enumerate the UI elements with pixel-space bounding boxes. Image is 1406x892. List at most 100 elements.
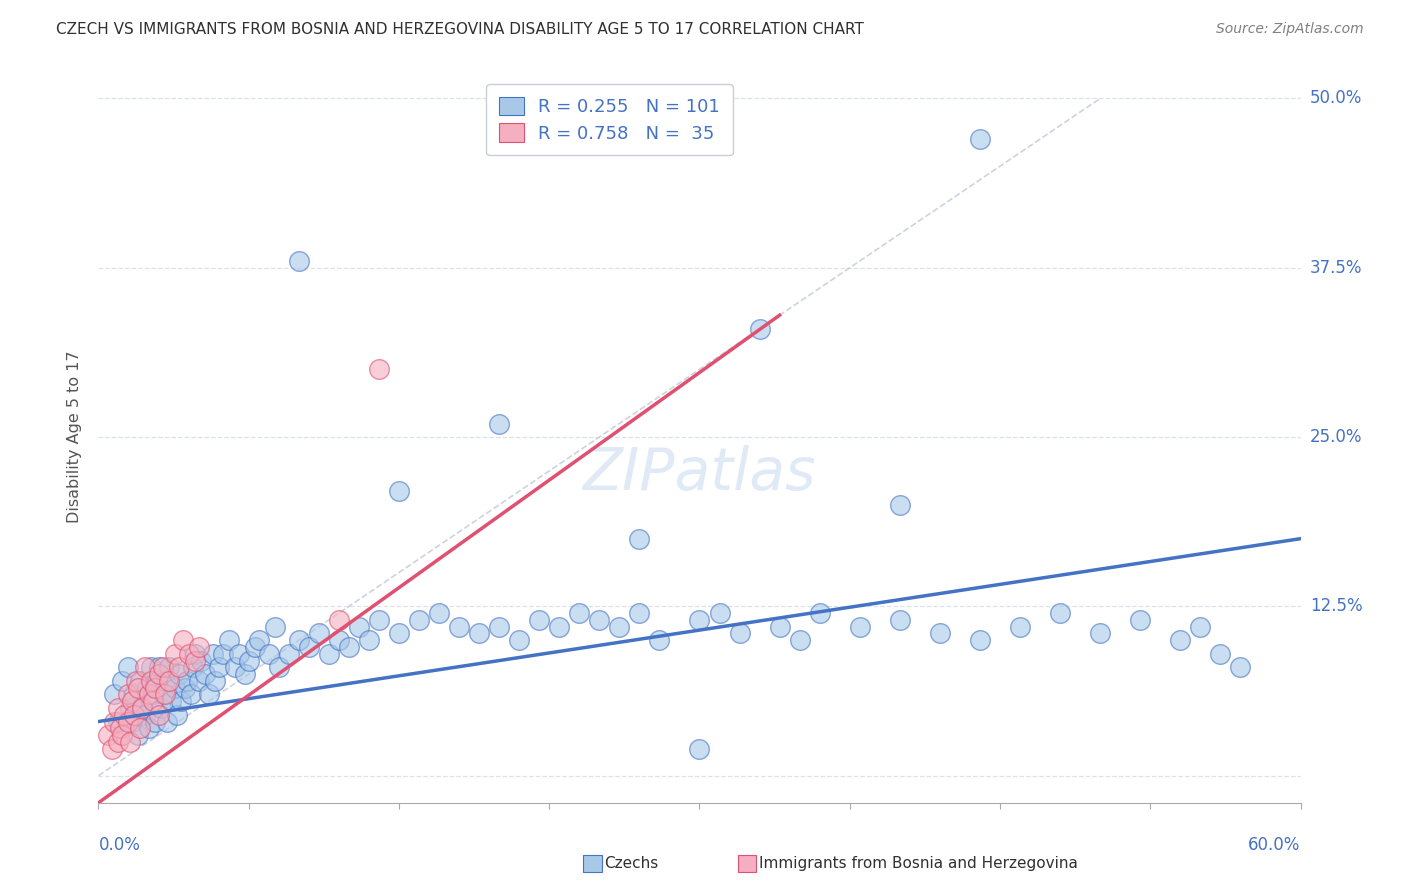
Point (228, 647, 250, 661)
Point (103, 714, 125, 729)
Point (233, 667, 256, 681)
Point (129, 673, 152, 688)
Point (157, 673, 180, 688)
Text: Immigrants from Bosnia and Herzegovina: Immigrants from Bosnia and Herzegovina (759, 856, 1078, 871)
Point (111, 673, 134, 688)
Point (288, 633, 311, 648)
Point (889, 498, 911, 512)
Point (247, 633, 270, 648)
Point (183, 647, 205, 661)
Point (427, 606, 450, 620)
Point (128, 681, 150, 695)
Point (648, 633, 671, 648)
Text: Source: ZipAtlas.com: Source: ZipAtlas.com (1216, 22, 1364, 37)
Point (131, 701, 153, 715)
Point (789, 633, 811, 648)
Point (368, 362, 391, 376)
Point (1088, 626, 1111, 640)
Point (139, 673, 162, 688)
Point (152, 660, 174, 674)
Point (408, 613, 430, 627)
Point (201, 647, 224, 661)
Point (588, 613, 610, 627)
Point (488, 620, 510, 634)
Point (328, 613, 350, 627)
Point (849, 620, 872, 634)
Point (101, 741, 124, 756)
Point (135, 681, 157, 695)
Point (929, 626, 952, 640)
Point (120, 701, 142, 715)
Point (208, 660, 231, 674)
Point (337, 640, 360, 654)
Point (129, 721, 152, 735)
Point (688, 613, 710, 627)
Point (238, 654, 260, 668)
Point (308, 626, 330, 640)
Text: 50.0%: 50.0% (1310, 89, 1362, 107)
Point (155, 714, 177, 729)
Point (190, 654, 212, 668)
Point (107, 714, 129, 729)
Point (152, 688, 174, 702)
Text: CZECH VS IMMIGRANTS FROM BOSNIA AND HERZEGOVINA DISABILITY AGE 5 TO 17 CORRELATI: CZECH VS IMMIGRANTS FROM BOSNIA AND HERZ… (56, 22, 865, 37)
Point (163, 681, 186, 695)
Point (318, 647, 340, 661)
Point (177, 647, 200, 661)
Point (1170, 633, 1192, 648)
Point (153, 688, 176, 702)
Point (728, 626, 751, 640)
Point (117, 688, 139, 702)
Point (167, 667, 190, 681)
Point (166, 707, 188, 722)
Text: 37.5%: 37.5% (1310, 259, 1362, 277)
Point (768, 620, 790, 634)
Point (688, 741, 710, 756)
Point (183, 654, 205, 668)
Point (121, 694, 143, 708)
Point (288, 254, 311, 268)
Point (181, 660, 204, 674)
Point (447, 620, 470, 634)
Point (107, 701, 129, 715)
Point (194, 667, 217, 681)
Point (107, 735, 129, 749)
Point (153, 673, 176, 688)
Point (1129, 613, 1152, 627)
Point (609, 620, 631, 634)
Point (709, 606, 731, 620)
Point (568, 606, 591, 620)
Point (187, 673, 209, 688)
Point (1209, 647, 1232, 661)
Text: 12.5%: 12.5% (1310, 598, 1362, 615)
Point (121, 714, 143, 729)
Point (969, 633, 991, 648)
Point (134, 707, 156, 722)
Text: 0.0%: 0.0% (98, 836, 141, 854)
Point (197, 688, 219, 702)
Point (257, 647, 280, 661)
Point (267, 660, 290, 674)
Legend: R = 0.255   N = 101, R = 0.758   N =  35: R = 0.255 N = 101, R = 0.758 N = 35 (486, 84, 733, 155)
Point (224, 660, 246, 674)
Point (218, 633, 240, 648)
Point (1010, 620, 1032, 634)
Text: 60.0%: 60.0% (1249, 836, 1301, 854)
Point (148, 707, 170, 722)
Point (263, 620, 285, 634)
Point (628, 532, 651, 546)
Point (131, 701, 153, 715)
Point (120, 735, 142, 749)
Point (117, 660, 139, 674)
Point (117, 714, 139, 729)
Point (173, 681, 195, 695)
Point (157, 660, 180, 674)
Point (180, 688, 202, 702)
Point (347, 620, 370, 634)
Point (141, 694, 163, 708)
Point (169, 694, 191, 708)
Point (114, 707, 136, 722)
Point (141, 688, 163, 702)
Point (748, 322, 770, 336)
Point (211, 647, 233, 661)
